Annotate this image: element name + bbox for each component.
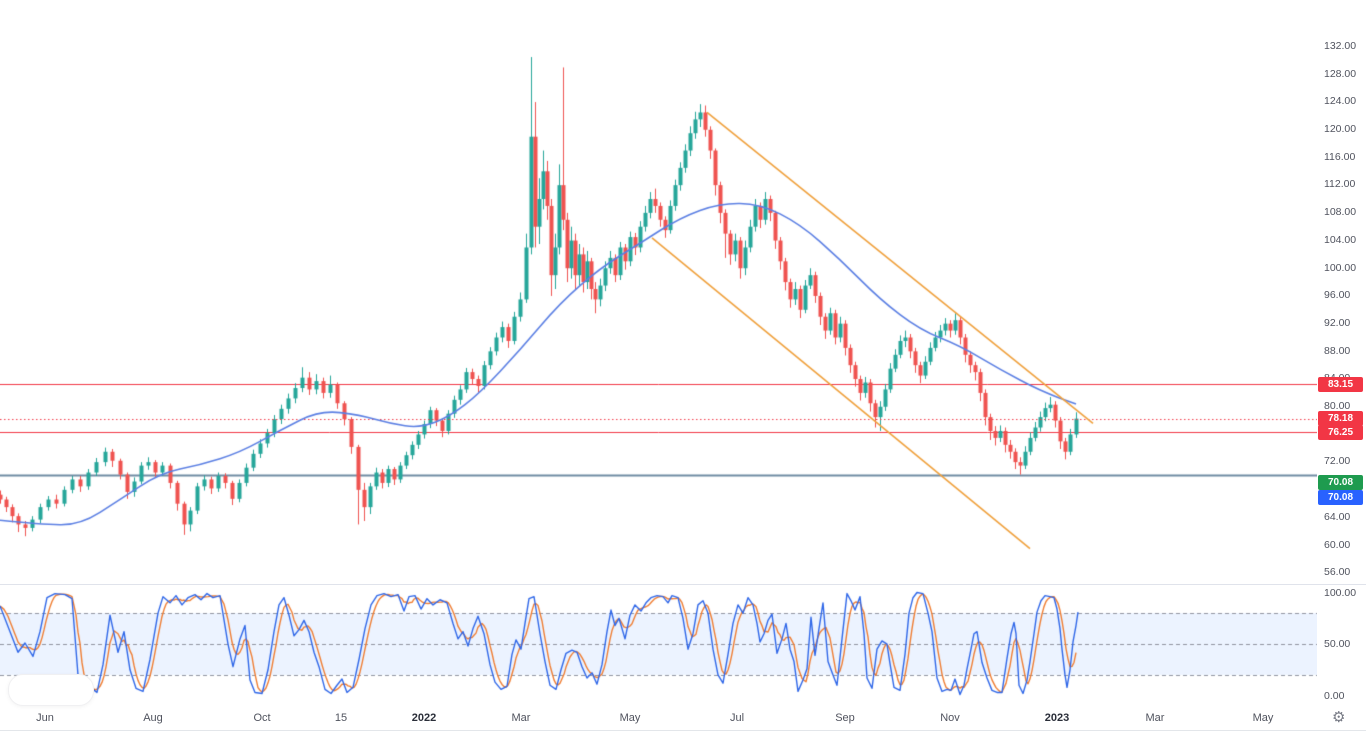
price-badge: 76.25 (1318, 424, 1363, 440)
chart-canvas[interactable] (0, 0, 1317, 705)
price-tick-label: 88.00 (1324, 344, 1351, 357)
time-axis-label: Sep (835, 712, 855, 724)
bottom-divider (0, 730, 1366, 731)
price-tick-label: 64.00 (1324, 510, 1351, 523)
price-badge: 83.15 (1318, 376, 1363, 392)
time-axis-label: 15 (334, 712, 348, 724)
price-tick-label: 80.00 (1324, 400, 1351, 413)
price-badge: 70.08 (1318, 475, 1363, 491)
stoch-tick-label: 100.00 (1324, 586, 1357, 599)
time-axis-label: Oct (253, 712, 271, 724)
price-tick-label: 108.00 (1324, 206, 1357, 219)
pane-separator[interactable] (0, 584, 1366, 585)
price-tick-label: 96.00 (1324, 289, 1351, 302)
price-tick-label: 72.00 (1324, 455, 1351, 468)
bottom-left-pill[interactable] (8, 674, 94, 706)
price-tick-label: 104.00 (1324, 233, 1357, 246)
price-tick-label: 120.00 (1324, 123, 1357, 136)
price-tick-label: 100.00 (1324, 261, 1357, 274)
price-tick-label: 112.00 (1324, 178, 1356, 191)
time-axis-label: 2023 (1044, 712, 1070, 724)
price-tick-label: 92.00 (1324, 316, 1351, 329)
price-badge: 78.18 (1318, 411, 1363, 427)
price-tick-label: 116.00 (1324, 150, 1356, 163)
time-axis-label: Nov (940, 712, 960, 724)
time-axis-label: Jul (729, 712, 745, 724)
price-tick-label: 56.00 (1324, 566, 1351, 579)
stoch-tick-label: 50.00 (1324, 638, 1351, 651)
time-scale[interactable]: Jun Aug Oct 15 2022 Mar May Jul Sep Nov 2023 Mar May (0, 705, 1366, 734)
price-scale[interactable]: 132.00 128.00 124.00 120.00 116.00 112.00 108.… (1317, 0, 1366, 705)
time-axis-label: Jun (36, 712, 54, 724)
time-axis-label: Mar (1145, 712, 1165, 724)
settings-gear-icon[interactable]: ⚙ (1332, 708, 1346, 726)
time-axis-label: 2022 (411, 712, 437, 724)
price-tick-label: 128.00 (1324, 67, 1357, 80)
time-axis-label: Mar (511, 712, 531, 724)
stoch-tick-label: 0.00 (1324, 689, 1345, 702)
time-axis-label: Aug (143, 712, 163, 724)
price-tick-label: 60.00 (1324, 538, 1351, 551)
price-tick-label: 132.00 (1324, 39, 1357, 52)
price-badge: 70.08 (1318, 490, 1363, 506)
price-tick-label: 124.00 (1324, 95, 1357, 108)
time-axis-label: May (619, 712, 641, 724)
time-axis-label: May (1252, 712, 1274, 724)
